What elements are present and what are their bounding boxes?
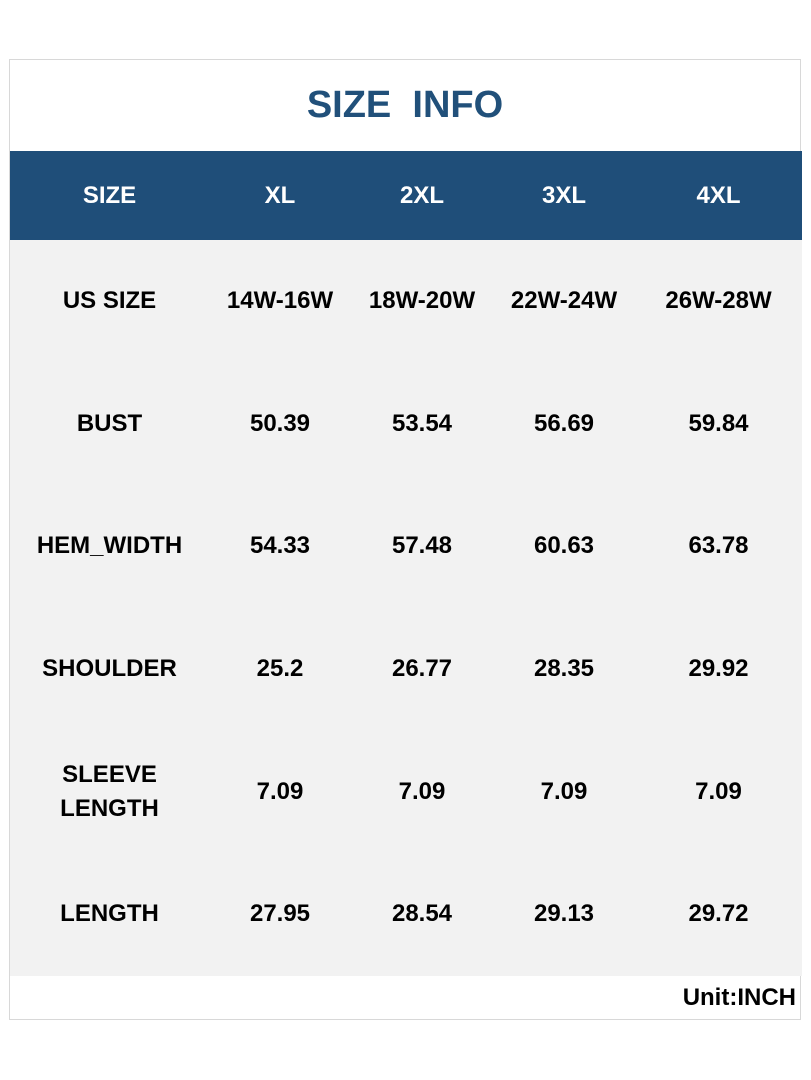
table-cell: 28.54 — [351, 852, 493, 976]
table-cell: 54.33 — [209, 485, 351, 608]
row-label-cell: SHOULDER — [10, 607, 209, 731]
title: SIZE INFO — [306, 84, 504, 126]
table-row: BUST 50.39 53.54 56.69 59.84 — [10, 362, 802, 486]
table-cell: 29.13 — [493, 852, 635, 976]
row-label: US SIZE — [62, 287, 157, 315]
row-label: SLEEVE LENGTH — [60, 760, 159, 822]
column-header: SIZE — [10, 151, 209, 240]
table-cell: 7.09 — [493, 730, 635, 853]
table-cell: 53.54 — [351, 362, 493, 486]
table-cell: 63.78 — [635, 485, 802, 608]
table-cell: 29.72 — [635, 852, 802, 976]
row-label-cell: LENGTH — [10, 852, 209, 976]
table-cell: 7.09 — [635, 730, 802, 853]
row-label-cell: BUST — [10, 362, 209, 486]
column-header: 2XL — [351, 151, 493, 240]
unit-label: Unit:INCH — [682, 984, 796, 1011]
table-row: US SIZE 14W-16W 18W-20W 22W-24W 26W-28W — [10, 240, 802, 363]
row-label: HEM_WIDTH — [36, 532, 183, 560]
table-cell: 27.95 — [209, 852, 351, 976]
table-row: SHOULDER 25.2 26.77 28.35 29.92 — [10, 607, 802, 731]
table-cell: 59.84 — [635, 362, 802, 486]
table-cell: 26.77 — [351, 607, 493, 731]
header-row: SIZE XL 2XL 3XL 4XL — [10, 151, 802, 240]
column-header: 3XL — [493, 151, 635, 240]
row-label-cell: SLEEVE LENGTH — [10, 730, 209, 853]
table-cell: 7.09 — [351, 730, 493, 853]
table-cell: 18W-20W — [351, 240, 493, 363]
table-cell: 29.92 — [635, 607, 802, 731]
size-chart: SIZE INFO SIZE XL 2XL 3XL 4XL US SIZE 14W-16W 1… — [9, 59, 802, 1020]
table-row: HEM_WIDTH 54.33 57.48 60.63 63.78 — [10, 485, 802, 608]
column-header: XL — [209, 151, 351, 240]
row-label-cell: HEM_WIDTH — [10, 485, 209, 608]
table-cell: 28.35 — [493, 607, 635, 731]
column-header: 4XL — [635, 151, 802, 240]
table-cell: 22W-24W — [493, 240, 635, 363]
table-cell: 57.48 — [351, 485, 493, 608]
footer: Unit:INCH — [10, 976, 800, 1020]
table-cell: 26W-28W — [635, 240, 802, 363]
table-cell: 7.09 — [209, 730, 351, 853]
table-row: LENGTH 27.95 28.54 29.13 29.72 — [10, 852, 802, 976]
row-label: LENGTH — [60, 900, 159, 928]
row-label-cell: US SIZE — [10, 240, 209, 363]
table-cell: 50.39 — [209, 362, 351, 486]
row-label: SHOULDER — [42, 655, 177, 683]
table-row: SLEEVE LENGTH 7.09 7.09 7.09 7.09 — [10, 730, 802, 853]
row-label: BUST — [76, 409, 143, 437]
table-cell: 14W-16W — [209, 240, 351, 363]
table-cell: 56.69 — [493, 362, 635, 486]
table-cell: 25.2 — [209, 607, 351, 731]
table-cell: 60.63 — [493, 485, 635, 608]
size-table: SIZE XL 2XL 3XL 4XL US SIZE 14W-16W 18W-20W 22W-… — [10, 151, 802, 976]
